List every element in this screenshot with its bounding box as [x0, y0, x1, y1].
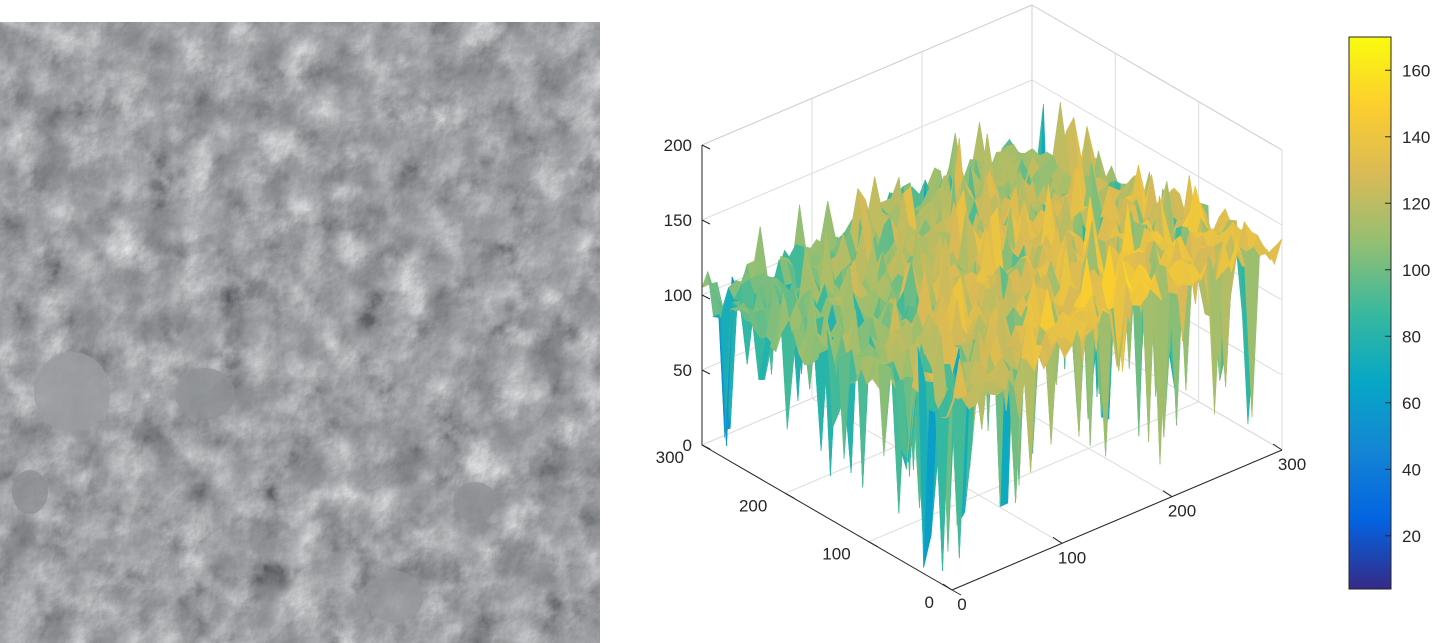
- y-tick-label: 100: [822, 545, 850, 564]
- z-tick: [701, 369, 711, 375]
- x-axis-line: [951, 449, 1283, 591]
- soil-texture-image: [0, 22, 600, 643]
- y-tick-label: 300: [656, 448, 684, 467]
- x-tick-label: 100: [1058, 548, 1086, 567]
- z-tick: [701, 444, 711, 450]
- grid-line: [1031, 79, 1283, 226]
- y-tick: [868, 541, 878, 548]
- grid-line: [701, 79, 1033, 221]
- colorbar-gradient: [1348, 36, 1392, 590]
- z-tick-label: 50: [673, 361, 692, 380]
- colorbar-tick-label: 80: [1402, 327, 1421, 346]
- y-tick: [785, 492, 795, 499]
- y-axis-line: [701, 444, 953, 591]
- y-tick-label: 0: [925, 593, 934, 612]
- colorbar-tick-label: 140: [1402, 128, 1430, 147]
- soil-texture-photo: [0, 22, 600, 643]
- x-tick: [1162, 490, 1173, 498]
- y-tick-label: 200: [739, 496, 767, 515]
- z-tick: [701, 294, 711, 300]
- x-tick: [1052, 536, 1063, 544]
- surface-mesh: [701, 102, 1283, 571]
- z-tick-label: 0: [683, 436, 692, 455]
- pebble: [367, 571, 423, 623]
- colorbar: 20 40 60 80 100 120 140 160: [1348, 36, 1430, 590]
- z-tick: [701, 219, 711, 225]
- x-tick-label: 300: [1278, 455, 1306, 474]
- colorbar-tick-label: 120: [1402, 194, 1430, 213]
- colorbar-tick-label: 60: [1402, 394, 1421, 413]
- z-tick-label: 100: [664, 286, 692, 305]
- z-tick: [701, 144, 711, 150]
- y-tick: [951, 589, 962, 596]
- z-tick-label: 200: [664, 136, 692, 155]
- z-tick-label: 150: [664, 211, 692, 230]
- colorbar-tick-label: 20: [1402, 527, 1421, 546]
- surface-facet: [946, 358, 960, 419]
- colorbar-tick-label: 160: [1402, 61, 1430, 80]
- box-edge: [701, 4, 1033, 146]
- pebble: [453, 482, 497, 522]
- x-tick-label: 0: [957, 595, 966, 614]
- pebble: [12, 470, 48, 514]
- pebble: [175, 368, 235, 420]
- x-tick: [942, 583, 953, 591]
- box-edge: [1031, 4, 1283, 151]
- colorbar-tick-label: 100: [1402, 261, 1430, 280]
- x-tick: [1272, 443, 1283, 451]
- pebble: [34, 352, 110, 432]
- x-tick-label: 200: [1168, 502, 1196, 521]
- colorbar-tick-label: 40: [1402, 460, 1421, 479]
